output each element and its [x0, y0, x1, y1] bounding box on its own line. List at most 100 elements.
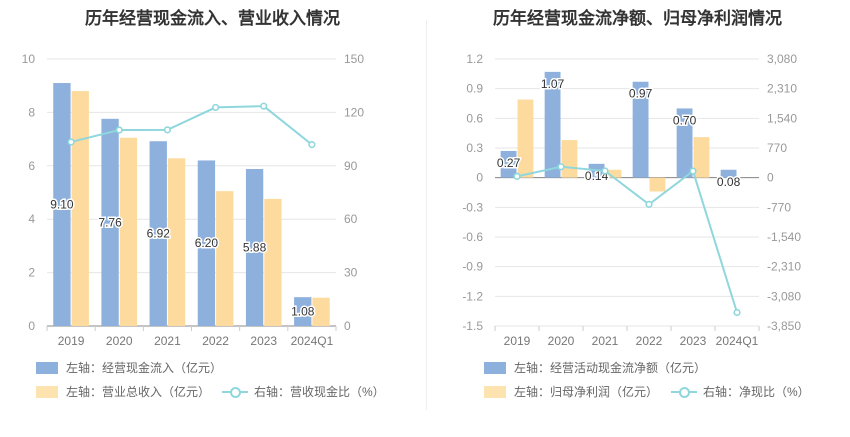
y-right-tick-label: 1,540 — [767, 111, 797, 125]
x-tick-label: 2024Q1 — [716, 334, 759, 348]
chart-svg: 0 2 4 6 8 10 0 30 60 90 120 150 2019 2020 2021 2022 2023… — [22, 52, 365, 348]
legend-label: 左轴：营业总收入（亿元） — [66, 385, 211, 399]
bar-data-label: 6.20 — [195, 236, 219, 250]
bar-data-label: 6.92 — [147, 227, 171, 241]
legend-label: 左轴：经营现金流入（亿元） — [66, 361, 223, 375]
legend-line-swatch — [671, 386, 697, 398]
y-right-tick-label: 150 — [344, 52, 364, 66]
legend-label: 左轴：经营活动现金流净额（亿元） — [514, 361, 707, 375]
bar-series-1 — [101, 118, 119, 326]
line-point — [557, 163, 565, 171]
bar-data-label: 5.88 — [243, 241, 267, 255]
bar-data-label: 0.08 — [717, 175, 741, 189]
bar-series-1 — [500, 150, 517, 178]
legend-item-line[interactable]: 右轴：营收现金比（%） — [222, 383, 385, 400]
bar-series-1 — [294, 297, 312, 326]
y-right-tick-label: 60 — [344, 212, 358, 226]
line-series — [70, 105, 313, 146]
legend-swatch — [484, 361, 506, 374]
bar-data-label: 7.76 — [98, 215, 122, 229]
legend-line-swatch — [222, 386, 248, 398]
bar-series-2 — [693, 137, 710, 178]
line-point — [115, 126, 123, 134]
legend-item-line[interactable]: 右轴：净现比（%） — [671, 383, 810, 400]
y-left-tick-label: -1.2 — [462, 289, 483, 303]
y-right-tick-label: -3,850 — [767, 319, 801, 333]
bar-series-1 — [245, 169, 264, 326]
x-tick-label: 2019 — [504, 334, 531, 348]
chart-title: 历年经营现金流净额、归母净利润情况 — [493, 9, 782, 28]
y-left-tick-label: 0 — [476, 171, 483, 185]
panel-divider — [426, 20, 427, 410]
y-left-tick-label: 8 — [28, 105, 35, 119]
line-series — [516, 165, 738, 313]
bar-series-2 — [605, 169, 622, 178]
line-point — [689, 167, 697, 175]
legend-label: 右轴：营收现金比（%） — [254, 385, 385, 399]
line-point — [513, 172, 521, 180]
chart-svg: 1.2 0.9 0.6 0.3 0 -0.3 -0.6 -0.9 -1.2 -1.5 3,080 2,… — [462, 52, 801, 348]
y-left-tick-label: 6 — [28, 159, 35, 173]
y-left-tick-label: 4 — [28, 212, 35, 226]
y-left-tick-label: 0.9 — [466, 82, 483, 96]
legend-item-bar-1[interactable]: 左轴：经营现金流入（亿元） — [36, 359, 222, 376]
bar-series-1 — [676, 108, 693, 178]
legend-label: 左轴：归母净利润（亿元） — [514, 385, 659, 399]
bar-data-label: 0.70 — [673, 113, 697, 127]
bar-series-1 — [544, 71, 561, 178]
legend-item-bar-2[interactable]: 左轴：营业总收入（亿元） — [36, 383, 210, 400]
x-tick-label: 2022 — [636, 334, 663, 348]
bar-data-label: 1.08 — [291, 305, 315, 319]
legend-swatch — [36, 385, 58, 398]
legend-item-bar-1[interactable]: 左轴：经营活动现金流净额（亿元） — [484, 359, 706, 376]
x-tick-label: 2020 — [548, 334, 575, 348]
bar-series-2 — [312, 297, 330, 326]
y-left-tick-label: -0.3 — [462, 200, 483, 214]
bar-data-label: 9.10 — [50, 198, 74, 212]
bar-series-1 — [53, 83, 71, 326]
bar-series-2 — [119, 137, 138, 326]
bar-series-1 — [720, 169, 737, 178]
y-right-tick-label: 0 — [767, 171, 774, 185]
y-right-tick-label: 90 — [344, 159, 358, 173]
y-left-tick-label: -1.5 — [462, 319, 483, 333]
bar-series-2 — [561, 140, 578, 178]
line-point — [308, 141, 316, 149]
line-point — [163, 126, 172, 134]
y-right-tick-label: -1,540 — [767, 230, 801, 244]
line-point — [601, 167, 609, 175]
chart-panel-cash-inflow: 历年经营现金流入、营业收入情况 0 2 4 6 8 10 0 30 60 90 120 150 2019… — [22, 9, 385, 400]
x-tick-label: 2020 — [106, 334, 133, 348]
bar-series-1 — [197, 160, 216, 326]
x-tick-label: 2023 — [250, 334, 277, 348]
x-tick-label: 2019 — [58, 334, 85, 348]
y-right-tick-label: 770 — [767, 141, 787, 155]
y-right-tick-label: 30 — [344, 266, 358, 280]
y-right-tick-label: -2,310 — [767, 260, 801, 274]
bar-series-1 — [149, 141, 167, 326]
line-point — [67, 138, 75, 146]
y-left-tick-label: 2 — [28, 266, 35, 280]
y-left-tick-label: -0.9 — [462, 260, 483, 274]
x-tick-label: 2021 — [154, 334, 181, 348]
x-tick-label: 2024Q1 — [291, 334, 334, 348]
line-point — [260, 102, 268, 110]
legend-swatch — [484, 385, 506, 398]
bar-series-2 — [517, 99, 534, 178]
y-left-tick-label: 1.2 — [466, 52, 483, 66]
y-right-tick-label: 120 — [344, 105, 364, 119]
bar-series-2 — [649, 177, 666, 192]
bar-series-2 — [71, 91, 89, 326]
line-point — [733, 308, 741, 317]
y-left-tick-label: 0.6 — [466, 111, 483, 125]
y-right-tick-label: 2,310 — [767, 82, 797, 96]
x-tick-label: 2022 — [202, 334, 229, 348]
chart-title: 历年经营现金流入、营业收入情况 — [85, 9, 340, 28]
y-right-tick-label: -770 — [767, 200, 791, 214]
x-tick-label: 2021 — [592, 334, 619, 348]
y-right-tick-label: 0 — [344, 319, 351, 333]
y-right-tick-label: 3,080 — [767, 52, 797, 66]
y-left-tick-label: 0.3 — [466, 141, 483, 155]
line-point — [645, 200, 653, 208]
legend-item-bar-2[interactable]: 左轴：归母净利润（亿元） — [484, 383, 658, 400]
